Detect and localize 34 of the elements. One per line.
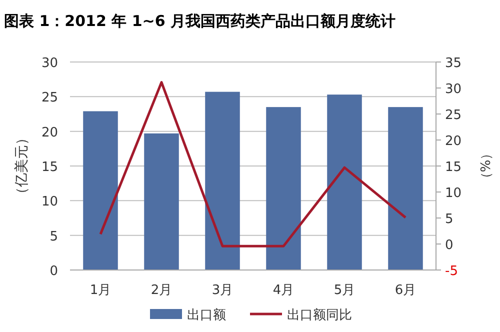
bar <box>144 133 179 270</box>
bar <box>205 92 240 270</box>
y2-tick-label: 20 <box>445 134 462 149</box>
y-tick-label: 30 <box>41 56 58 71</box>
y2-tick-label: 30 <box>445 82 462 97</box>
legend-label: 出口额同比 <box>287 308 352 323</box>
y-tick-label: 10 <box>41 194 58 210</box>
y2-tick-label: 5 <box>445 212 454 227</box>
bar <box>83 111 118 270</box>
bar <box>266 107 301 270</box>
x-tick-label: 1月 <box>90 283 112 298</box>
y2-tick-label: 35 <box>445 56 462 71</box>
y-axis-title: （亿美元） <box>14 131 30 201</box>
legend-label: 出口额 <box>187 308 226 323</box>
x-tick-label: 3月 <box>212 283 234 298</box>
x-tick-label: 5月 <box>334 283 356 298</box>
x-tick-label: 2月 <box>150 283 172 298</box>
y2-tick-label: 0 <box>445 238 454 253</box>
y-tick-label: 0 <box>50 264 58 279</box>
y2-axis-title: （%） <box>479 146 494 186</box>
y2-tick-label: -5 <box>445 264 458 279</box>
x-tick-label: 6月 <box>394 283 416 298</box>
y-tick-label: 5 <box>50 229 58 244</box>
y-tick-label: 25 <box>41 90 58 106</box>
y-tick-label: 20 <box>41 125 58 140</box>
chart-title: 图表 1：2012 年 1~6 月我国西药类产品出口额月度统计 <box>4 12 396 30</box>
y2-tick-label: 15 <box>445 160 462 175</box>
line-series <box>99 81 407 248</box>
y2-tick-label: 25 <box>445 108 462 123</box>
bar <box>327 94 362 270</box>
y2-tick-label: 10 <box>445 186 462 201</box>
y-tick-label: 15 <box>41 160 58 175</box>
bar <box>388 107 423 270</box>
x-tick-label: 4月 <box>272 283 294 298</box>
